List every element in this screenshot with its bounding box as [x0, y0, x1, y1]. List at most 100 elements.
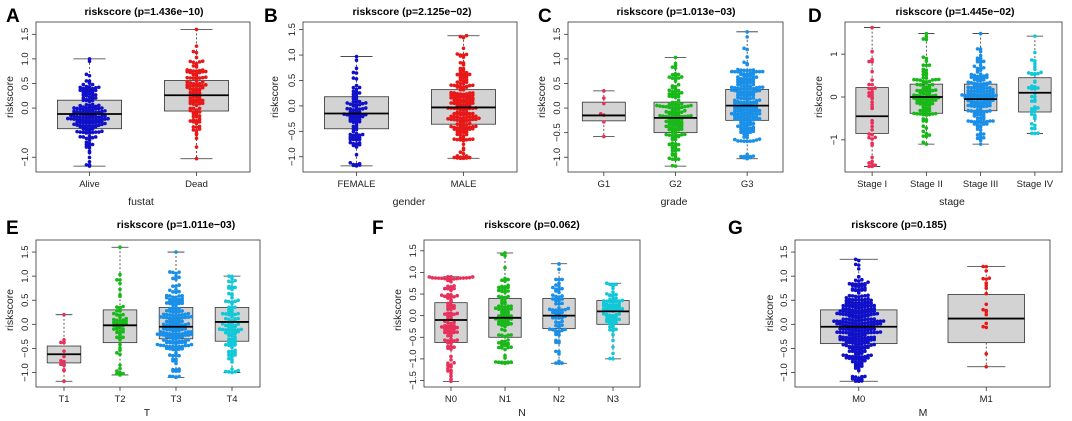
panel-g-point [863, 317, 867, 322]
panel-g-point [872, 342, 877, 347]
panel-b-point [455, 118, 460, 122]
panel-f-point [443, 286, 447, 291]
panel-c-point [736, 67, 740, 72]
panel-c-point [742, 90, 746, 94]
panel-d-point [1033, 105, 1037, 109]
panel-a-point [90, 93, 95, 98]
panel-d-point [873, 135, 878, 140]
panel-d-point [870, 159, 874, 164]
panel-e-point [236, 328, 240, 332]
panel-f-point [557, 281, 561, 286]
panel-g-point [844, 343, 849, 348]
panel-a-point [194, 50, 199, 55]
panel-a-point [191, 91, 196, 96]
panel-f-point [493, 360, 498, 364]
panel-e-point [161, 343, 166, 348]
panel-f-point [446, 311, 450, 315]
panel-e-point [168, 374, 172, 379]
panel-d-point [985, 99, 989, 103]
panel-f-point [551, 293, 555, 297]
panel-b-point [467, 96, 472, 101]
panel-d-point [991, 87, 995, 92]
panel-f-point [449, 321, 453, 326]
panel-a-point [90, 96, 95, 101]
panel-g-point [869, 353, 873, 358]
panel-e-ytick-label: −0.5 [20, 339, 31, 358]
panel-f-point [611, 290, 615, 294]
panel-d-point [966, 85, 971, 90]
panel-a-point [191, 64, 196, 68]
panel-a-point [75, 117, 79, 122]
panel-g-point [866, 330, 870, 335]
panel-g-point [838, 322, 842, 326]
panel-b-point [461, 134, 466, 138]
panel-g-point [838, 327, 842, 331]
panel-e-point [227, 337, 231, 341]
panel-g-point [984, 277, 989, 281]
panel-g-point [875, 319, 880, 324]
panel-e-point [171, 321, 175, 325]
panel-e-point [233, 285, 237, 290]
panel-b-point [461, 66, 466, 71]
panel-e-ytick-label: 0.5 [20, 294, 31, 307]
panel-c-point [673, 95, 678, 100]
panel-b-point [351, 102, 356, 107]
panel-b-point [351, 76, 356, 80]
panel-e-point [230, 349, 234, 354]
panel-d-point [978, 56, 983, 61]
panel-g-point [847, 310, 852, 314]
panel-f-point [614, 317, 618, 322]
panel-a-point [81, 115, 86, 120]
panel-f-point [608, 313, 612, 318]
panel-f-point [617, 307, 621, 311]
panel-f-point [605, 312, 609, 317]
panel-d-point [978, 100, 983, 105]
panel-f-point [557, 302, 561, 306]
panel-d-point [921, 117, 926, 121]
panel-e-xlabel: T [144, 407, 151, 419]
panel-c-point [670, 163, 675, 168]
panel-e-point [227, 305, 231, 310]
panel-g-point [844, 353, 849, 358]
panel-d-point [921, 67, 926, 72]
panel-d-point [988, 103, 992, 108]
panel-c-point [754, 89, 759, 93]
panel-c-point [751, 86, 756, 91]
panel-f-point [608, 318, 612, 323]
panel-b-point [458, 78, 463, 82]
panel-g-point [869, 301, 873, 306]
panel-b-point [357, 107, 362, 111]
panel-c-point [736, 89, 740, 94]
panel-f-point [566, 306, 571, 311]
panel-e-point [230, 352, 234, 357]
panel-e-point [233, 338, 237, 342]
panel-g-point [856, 306, 861, 310]
panel-g-point [841, 306, 846, 311]
panel-e-point [230, 305, 234, 310]
panel-a-point [90, 102, 95, 107]
panel-f-point [503, 318, 507, 323]
panel-e-point [230, 313, 234, 317]
panel-f-point [617, 299, 621, 303]
panel-a-point [197, 117, 202, 121]
panel-g-point [860, 355, 864, 359]
panel-e-point [227, 284, 231, 289]
panel-c-point [736, 115, 740, 119]
panel-b-point [461, 155, 466, 160]
panel-e-point [233, 312, 237, 317]
panel-f-point [500, 360, 504, 365]
panel-f-point [427, 275, 432, 279]
panel-f-point [611, 298, 615, 302]
panel-e-point [227, 312, 231, 317]
panel-a-point [191, 114, 196, 119]
panel-f-point [452, 324, 456, 328]
panel-a-xtick-label: Dead [185, 179, 208, 190]
panel-g-point [838, 337, 842, 342]
panel-g-ytick-label: 0.5 [779, 294, 790, 307]
panel-e-point [177, 313, 181, 318]
panel-f-point [557, 277, 561, 282]
panel-b-point [471, 137, 475, 141]
panel-g-point [863, 313, 867, 317]
panel-b-point [357, 161, 362, 166]
panel-c-point [670, 157, 675, 161]
